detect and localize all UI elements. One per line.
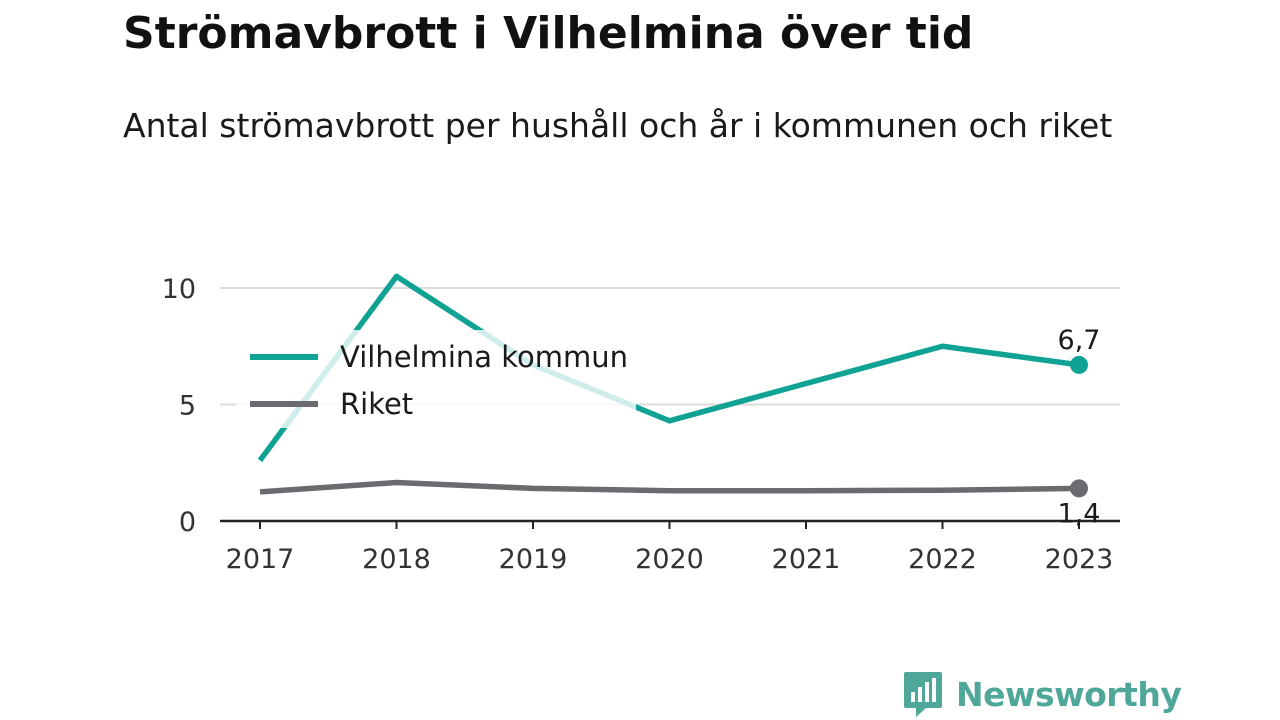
x-tick-label: 2022 <box>908 544 977 575</box>
y-tick-label: 0 <box>179 507 196 538</box>
legend-label: Riket <box>340 387 413 421</box>
series-end-point <box>1070 355 1088 374</box>
x-tick-label: 2019 <box>499 544 568 575</box>
legend: Vilhelmina kommun Riket <box>236 330 636 428</box>
x-tick-label: 2018 <box>362 544 431 575</box>
newsworthy-logo-text: Newsworthy <box>956 674 1182 714</box>
series-end-label: 6,7 <box>1058 325 1101 356</box>
legend-label: Vilhelmina kommun <box>340 340 628 374</box>
legend-background <box>236 330 636 428</box>
series-line-0 <box>257 273 1080 463</box>
label-layer: 6,7 1,4 <box>1058 325 1101 529</box>
x-tick-label: 2017 <box>226 544 295 575</box>
chart-title: Strömavbrott i Vilhelmina över tid <box>123 8 974 59</box>
x-tick-label: 2023 <box>1045 544 1114 575</box>
y-tick-label: 5 <box>179 391 196 422</box>
line-layer <box>257 273 1088 498</box>
newsworthy-logo: Newsworthy <box>902 670 1182 718</box>
grid-layer: 0 5 10 2017 2018 2019 2020 2021 2022 2023 <box>162 274 1120 575</box>
series-end-label: 1,4 <box>1058 498 1101 529</box>
series-line-1 <box>259 479 1080 495</box>
x-tick-label: 2021 <box>772 544 841 575</box>
newsworthy-logo-icon <box>904 672 942 717</box>
x-tick-label: 2020 <box>635 544 704 575</box>
series-end-point <box>1070 479 1088 498</box>
chart-subtitle: Antal strömavbrott per hushåll och år i … <box>123 106 1113 145</box>
y-tick-label: 10 <box>162 274 196 305</box>
